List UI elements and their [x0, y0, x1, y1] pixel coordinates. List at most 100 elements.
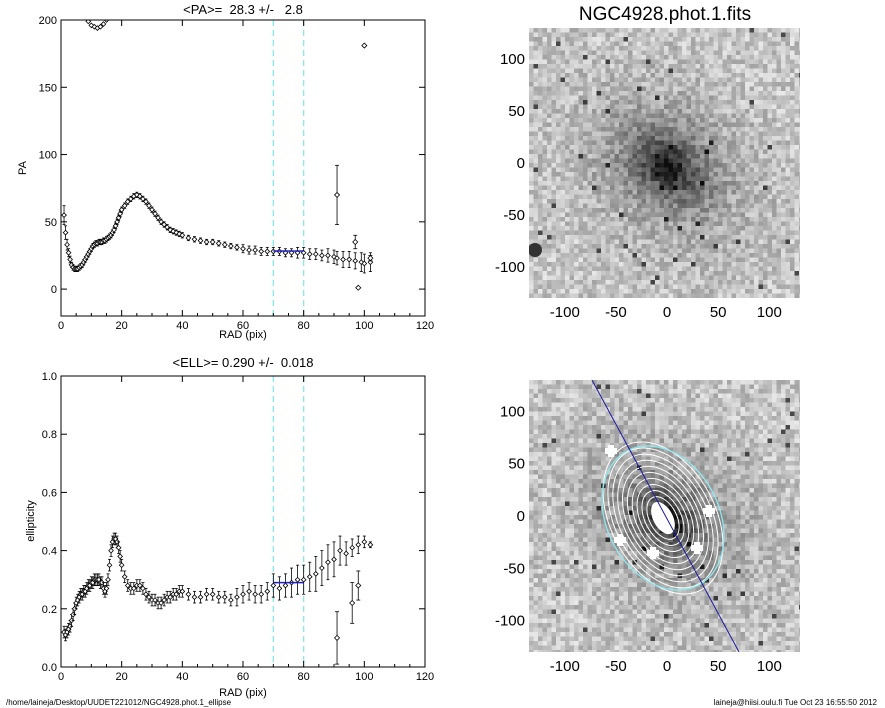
image-pixel — [799, 55, 800, 60]
image-pixel — [574, 95, 579, 101]
image-pixel — [785, 55, 791, 60]
image-pixel — [740, 275, 746, 281]
image-pixel — [758, 389, 764, 394]
image-pixel — [583, 55, 588, 60]
image-pixel — [709, 91, 714, 96]
image-pixel — [547, 203, 552, 209]
image-pixel — [569, 131, 575, 137]
image-pixel — [637, 131, 642, 137]
image-pixel — [709, 158, 714, 164]
image-pixel — [731, 284, 737, 290]
image-pixel — [637, 190, 642, 195]
image-pixel — [736, 95, 741, 101]
image-pixel — [754, 393, 759, 399]
image-pixel — [790, 59, 795, 65]
image-pixel — [745, 100, 750, 105]
ell-data-point — [209, 591, 216, 598]
image-pixel — [691, 50, 696, 56]
image-pixel — [682, 77, 687, 83]
image-pixel — [781, 73, 786, 78]
image-pixel — [565, 275, 570, 281]
pa-x-tick-label: 0 — [58, 320, 64, 332]
image-pixel — [758, 212, 764, 218]
image-pixel — [605, 109, 611, 114]
image-pixel — [619, 28, 624, 33]
image-pixel — [790, 226, 795, 231]
image-pixel — [565, 244, 570, 249]
image-pixel — [691, 104, 696, 110]
image-pixel — [790, 407, 795, 412]
image-pixel — [565, 28, 570, 33]
image-pixel — [569, 158, 575, 164]
image-pixel — [655, 257, 660, 263]
image-pixel — [628, 172, 633, 177]
image-pixel — [592, 384, 597, 390]
image-pixel — [704, 149, 710, 155]
image-pixel — [700, 380, 705, 385]
image-pixel — [790, 398, 795, 403]
image-pixel — [754, 158, 759, 164]
image-pixel — [533, 266, 539, 272]
image-pixel — [722, 235, 728, 240]
image-pixel — [560, 154, 566, 159]
image-pixel — [736, 136, 741, 141]
image-pixel — [709, 172, 714, 177]
image-pixel — [785, 28, 791, 33]
image-pixel — [533, 275, 539, 281]
image-pixel — [542, 86, 548, 92]
image-pixel — [673, 293, 678, 298]
image-pixel — [776, 68, 782, 74]
image-pixel — [596, 167, 602, 173]
image-pixel — [704, 226, 710, 231]
image-pixel — [754, 28, 759, 33]
image-pixel — [569, 77, 575, 83]
image-pixel — [592, 145, 597, 150]
image-pixel — [565, 140, 570, 146]
image-pixel — [628, 217, 633, 222]
image-pixel — [691, 407, 696, 412]
image-pixel — [677, 185, 683, 191]
image-pixel — [772, 167, 777, 173]
image-pixel — [556, 64, 561, 69]
image-pixel — [745, 77, 750, 83]
image-pixel — [547, 64, 552, 69]
image-pixel — [713, 149, 719, 155]
image-pixel — [538, 284, 543, 290]
image-pixel — [749, 384, 755, 390]
image-pixel — [718, 280, 723, 285]
image-pixel — [574, 208, 579, 213]
image-pixel — [794, 77, 800, 83]
image-pixel — [650, 163, 656, 168]
image-pixel — [623, 131, 629, 137]
image-pixel — [614, 217, 620, 222]
image-pixel — [722, 275, 728, 281]
image-pixel — [605, 384, 611, 390]
image-pixel — [727, 402, 732, 408]
image-pixel — [785, 380, 791, 385]
image-pixel — [745, 32, 750, 38]
image-pixel — [704, 194, 710, 200]
image-pixel — [529, 149, 534, 155]
image-pixel — [632, 203, 638, 209]
image-pixel — [772, 257, 777, 263]
image-pixel — [565, 118, 570, 123]
image-pixel — [682, 176, 687, 182]
image-pixel — [691, 55, 696, 60]
image-pixel — [695, 68, 701, 74]
image-pixel — [533, 28, 539, 33]
image-pixel — [727, 284, 732, 290]
image-pixel — [709, 212, 714, 218]
image-pixel — [749, 46, 755, 51]
image-pixel — [565, 389, 570, 394]
image-pixel — [754, 293, 759, 298]
image-pixel — [556, 226, 561, 231]
image-pixel — [565, 68, 570, 74]
image-pixel — [578, 221, 584, 227]
image-pixel — [538, 181, 543, 186]
image-pixel — [682, 55, 687, 60]
image-pixel — [646, 68, 651, 74]
image-pixel — [677, 208, 683, 213]
image-pixel — [763, 194, 768, 200]
image-pixel — [628, 122, 633, 128]
image-pixel — [659, 257, 665, 263]
